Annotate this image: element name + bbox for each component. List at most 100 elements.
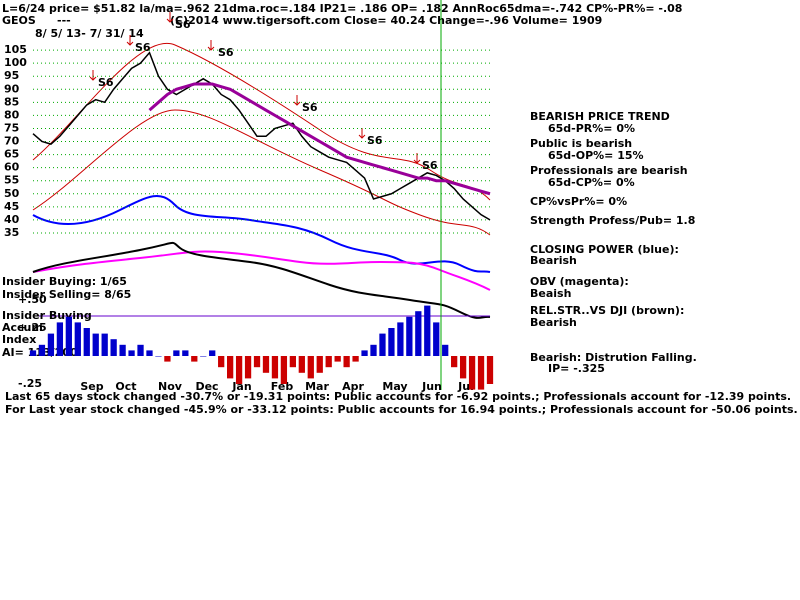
ai-bar: [271, 356, 279, 379]
left-note: Insider Selling= 8/65: [2, 288, 131, 301]
lower-band: [32, 109, 491, 236]
ai-bar: [424, 305, 431, 356]
ai-bar: [155, 356, 162, 357]
right-note: REL.STR..VS DJI (brown):: [530, 304, 684, 317]
ai-bar: [119, 344, 126, 356]
ai-bar: [298, 356, 305, 373]
ai-bar: [397, 322, 404, 356]
ai-bar: [182, 350, 189, 356]
symbol: GEOS: [2, 14, 36, 27]
obv: [32, 250, 491, 291]
y-tick-label: 80: [4, 108, 20, 121]
right-note: CP%vsPr%= 0%: [530, 195, 627, 208]
y-tick-label: 75: [4, 121, 19, 134]
ai-bar: [92, 333, 99, 356]
ai-bar: [244, 356, 252, 379]
month-label: Jun: [421, 380, 442, 393]
ai-bar: [459, 356, 467, 379]
left-note: Index: [2, 333, 36, 346]
y-tick-label: 65: [4, 148, 19, 161]
y-tick-label: 70: [4, 135, 20, 148]
ai-bar: [218, 356, 225, 368]
signal: S6: [302, 101, 318, 114]
signal: S6: [175, 18, 191, 31]
ai-bar: [262, 356, 270, 373]
ai-bar: [110, 339, 117, 356]
ai-bar: [227, 356, 234, 379]
right-note: CLOSING POWER (blue):: [530, 243, 679, 256]
month-label: Oct: [115, 380, 136, 393]
ai-bar: [343, 356, 350, 368]
ai-bar: [477, 356, 485, 390]
signal: S6: [98, 76, 114, 89]
right-note: Bearish: [530, 254, 577, 267]
ai-bar: [74, 322, 81, 356]
signal: S6: [135, 41, 151, 54]
ai-bar: [486, 356, 494, 384]
ai-bar: [253, 356, 261, 368]
ma-line: [148, 82, 491, 196]
right-note: Bearish: [530, 316, 577, 329]
ai-bar: [65, 316, 72, 356]
y-tick-label: 45: [4, 200, 19, 213]
ai-bar: [289, 356, 296, 368]
signal: S6: [422, 159, 438, 172]
right-note: Bearish: Distrution Falling.: [530, 351, 697, 364]
y-tick-label: 105: [4, 43, 27, 56]
month-label: Feb: [271, 380, 294, 393]
month-label: Mar: [305, 380, 329, 393]
ai-bar: [451, 356, 458, 368]
y-tick-label: 40: [4, 213, 20, 226]
y-tick-label: 60: [4, 161, 20, 174]
date-range: 8/ 5/ 13- 7/ 31/ 14: [35, 27, 144, 40]
ai-bar: [334, 356, 341, 362]
y-tick-label: 90: [4, 82, 20, 95]
ai-bar: [307, 356, 314, 379]
dashes: ---: [57, 14, 71, 27]
ai-bar: [325, 356, 332, 368]
ai-bar: [352, 356, 359, 362]
month-label: May: [382, 380, 407, 393]
ai-bar: [316, 356, 323, 373]
ai-bar: [209, 350, 216, 356]
ai-bar: [137, 344, 144, 356]
ai-bar: [164, 356, 171, 362]
right-note: BEARISH PRICE TREND: [530, 110, 670, 123]
y-tick-label: 55: [4, 174, 19, 187]
ai-bar: [56, 322, 64, 356]
footer-line: Last 65 days stock changed -30.7% or -19…: [5, 390, 791, 403]
ai-tick-label: -.25: [18, 377, 42, 390]
month-label: Apr: [342, 380, 364, 393]
y-tick-label: 95: [4, 69, 19, 82]
ai-bar: [101, 333, 108, 356]
signal: S6: [218, 46, 234, 59]
right-note: Professionals are bearish: [530, 164, 688, 177]
ai-bar: [38, 344, 46, 356]
ai-bar: [280, 356, 288, 384]
ai-bar: [406, 316, 413, 356]
closing-power: [32, 194, 491, 273]
ai-bar: [379, 333, 386, 356]
price-line: [32, 51, 491, 221]
ai-bar: [173, 350, 180, 356]
ai-bar: [388, 328, 395, 356]
y-tick-label: 100: [4, 56, 27, 69]
ai-bar: [146, 350, 153, 356]
ai-bar: [442, 344, 449, 356]
signal-arrows: [89, 12, 421, 164]
ai-tick-label: +.50: [18, 293, 47, 306]
right-note: Public is bearish: [530, 137, 632, 150]
left-note: Accum: [2, 321, 43, 334]
header-line: L=6/24 price= $51.82 la/ma=.962 21dma.ro…: [2, 2, 682, 15]
ai-bar: [433, 322, 440, 356]
right-note: Strength Profess/Pub= 1.8: [530, 214, 695, 227]
left-note: Insider Buying: 1/65: [2, 275, 127, 288]
ai-bar: [200, 356, 207, 357]
right-note: Beaish: [530, 287, 571, 300]
ai-bar: [370, 344, 377, 356]
right-note: 65d-CP%= 0%: [548, 176, 635, 189]
ai-bar: [191, 356, 198, 362]
upper-band: [32, 42, 491, 201]
ai-bar: [29, 350, 37, 356]
